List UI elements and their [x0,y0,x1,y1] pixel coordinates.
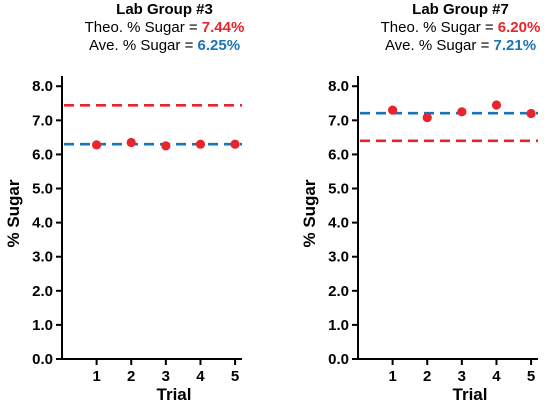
data-point [195,139,206,149]
x-tick-label: 5 [231,368,239,385]
data-point [92,140,102,150]
y-tick-label: 7.0 [328,112,349,129]
y-tick-label: 8.0 [328,78,349,95]
y-tick-label: 3.0 [328,249,349,266]
average-sugar-prefix: Ave. % Sugar = [88,37,198,54]
x-tick-label: 2 [423,368,431,385]
y-tick-label: 3.0 [32,249,53,266]
chart-title: Lab Group #7 [412,1,509,18]
data-point [126,137,136,148]
data-point [491,100,502,110]
y-tick-label: 5.0 [328,181,349,198]
y-tick-label: 1.0 [328,317,349,334]
y-axis-label: % Sugar [4,179,23,247]
average-sugar-line: Ave. % Sugar = 6.25% [42,37,287,55]
y-tick-label: 5.0 [32,181,53,198]
average-sugar-value: 7.21% [493,37,537,54]
y-tick-label: 0.0 [32,351,53,368]
average-sugar-value: 6.25% [197,37,241,54]
average-sugar-prefix: Ave. % Sugar = [384,37,494,54]
y-tick-label: 8.0 [32,78,53,95]
y-tick-label: 2.0 [32,283,53,300]
y-tick-label: 4.0 [328,215,349,232]
theoretical-sugar-line: Theo. % Sugar = 7.44% [42,19,287,37]
y-tick-label: 7.0 [32,112,53,129]
x-axis-label: Trial [157,385,192,404]
data-point [422,112,432,123]
x-tick-label: 3 [162,368,170,385]
chart-title: Lab Group #3 [116,1,213,18]
chart-panel-left: Lab Group #3 Theo. % Sugar = 7.44% Ave. … [4,1,244,404]
x-tick-label: 1 [388,368,396,385]
theoretical-sugar-line: Theo. % Sugar = 6.20% [338,19,550,37]
theoretical-sugar-prefix: Theo. % Sugar = [380,19,498,36]
y-tick-label: 1.0 [32,317,53,334]
data-point [457,107,467,117]
y-tick-label: 2.0 [328,283,349,300]
x-tick-label: 5 [527,368,535,385]
data-point [526,108,536,119]
x-tick-label: 4 [492,368,501,385]
average-sugar-line: Ave. % Sugar = 7.21% [338,37,550,55]
data-point [230,139,240,149]
x-tick-label: 1 [92,368,100,385]
chart-panel-right: Lab Group #7 Theo. % Sugar = 6.20% Ave. … [296,0,550,407]
x-tick-label: 3 [458,368,466,385]
data-point [161,141,171,151]
scatter-plot-left: 0.0 1.0 2.0 3.0 4.0 5.0 6.0 7.0 8.0 1 2 3 4 5 Trial % S… [4,76,242,404]
y-tick-label: 6.0 [328,146,349,163]
chart-header: Lab Group #7 Theo. % Sugar = 6.20% Ave. … [338,1,550,55]
data-point [388,105,398,115]
y-tick-label: 4.0 [32,215,53,232]
theoretical-sugar-value: 6.20% [497,19,541,36]
y-axis-label: % Sugar [300,179,319,247]
y-tick-label: 6.0 [32,146,53,163]
chart-header: Lab Group #3 Theo. % Sugar = 7.44% Ave. … [42,1,287,55]
theoretical-sugar-value: 7.44% [201,19,245,36]
y-tick-label: 0.0 [328,351,349,368]
x-tick-label: 2 [127,368,135,385]
scatter-plot-right: 0.0 1.0 2.0 3.0 4.0 5.0 6.0 7.0 8.0 1 2 3 4 5 Trial % S… [300,76,538,404]
theoretical-sugar-prefix: Theo. % Sugar = [84,19,202,36]
x-axis-label: Trial [453,385,488,404]
x-tick-label: 4 [196,368,205,385]
